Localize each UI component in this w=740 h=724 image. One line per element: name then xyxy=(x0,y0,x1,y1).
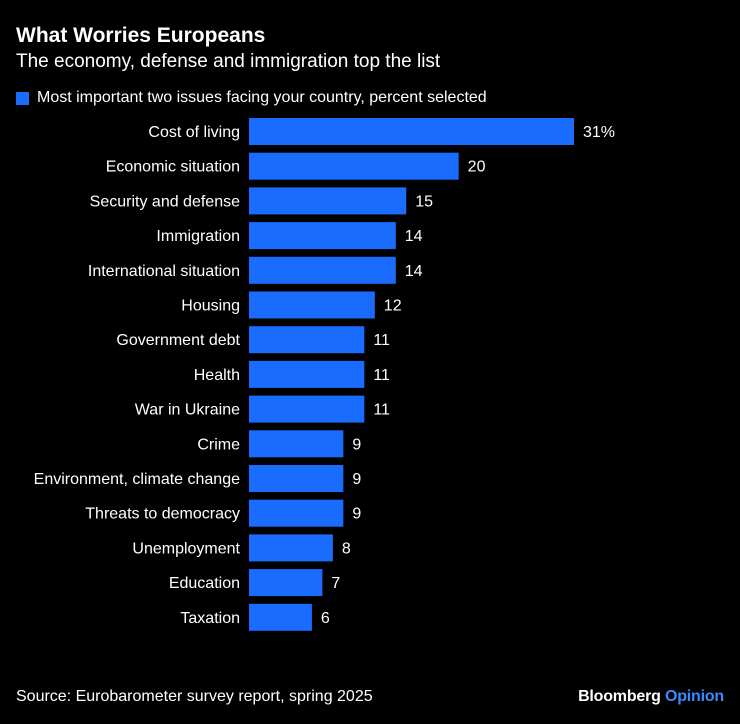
category-label: Government debt xyxy=(116,332,240,349)
category-label: Housing xyxy=(181,298,240,315)
category-label: Threats to democracy xyxy=(85,506,240,523)
value-label: 14 xyxy=(405,263,423,280)
legend-swatch xyxy=(16,91,29,105)
value-label: 7 xyxy=(331,575,340,592)
bar xyxy=(249,465,344,492)
category-label: Environment, climate change xyxy=(34,471,240,488)
value-label: 11 xyxy=(373,402,390,419)
value-label: 14 xyxy=(405,228,423,245)
category-label: International situation xyxy=(88,263,240,280)
category-label: Economic situation xyxy=(106,159,240,176)
bar xyxy=(249,291,375,319)
value-label: 11 xyxy=(373,332,390,349)
brand-main: Bloomberg xyxy=(578,688,661,705)
category-label: Immigration xyxy=(156,228,240,245)
source-note: Source: Eurobarometer survey report, spr… xyxy=(16,688,373,705)
category-label: Health xyxy=(194,367,240,384)
bar xyxy=(249,430,344,458)
category-label: Crime xyxy=(197,436,240,453)
category-label: Education xyxy=(169,575,240,592)
bar xyxy=(249,499,344,527)
bar xyxy=(249,360,365,388)
value-label: 8 xyxy=(342,540,351,557)
chart-title: What Worries Europeans xyxy=(16,24,266,47)
bar xyxy=(249,152,459,180)
bar xyxy=(249,222,396,250)
bar xyxy=(249,569,323,597)
bar-chart: Cost of living 31% Economic situation 20 Sec… xyxy=(34,118,615,631)
category-label: Cost of living xyxy=(148,124,240,141)
bar xyxy=(249,187,407,215)
category-label: War in Ukraine xyxy=(135,402,240,419)
value-label: 20 xyxy=(468,159,486,176)
brand-accent: Opinion xyxy=(664,688,724,705)
value-label: 31% xyxy=(583,124,615,141)
legend-label: Most important two issues facing your co… xyxy=(37,89,487,106)
bar xyxy=(249,118,574,145)
bar xyxy=(249,326,365,354)
chart-subtitle: The economy, defense and immigration top… xyxy=(16,51,441,72)
value-label: 9 xyxy=(352,436,361,453)
bar xyxy=(249,603,312,631)
category-label: Taxation xyxy=(180,610,240,627)
value-label: 11 xyxy=(373,367,390,384)
bar xyxy=(249,395,365,423)
value-label: 9 xyxy=(352,471,361,488)
legend: Most important two issues facing your co… xyxy=(16,89,487,107)
brand-logo: Bloomberg Opinion xyxy=(578,688,724,706)
bar xyxy=(249,534,333,562)
value-label: 15 xyxy=(415,193,433,210)
category-label: Security and defense xyxy=(90,193,240,210)
value-label: 9 xyxy=(352,506,361,523)
value-label: 6 xyxy=(321,610,330,627)
bar xyxy=(249,256,396,284)
value-label: 12 xyxy=(384,298,402,315)
category-label: Unemployment xyxy=(132,540,240,557)
